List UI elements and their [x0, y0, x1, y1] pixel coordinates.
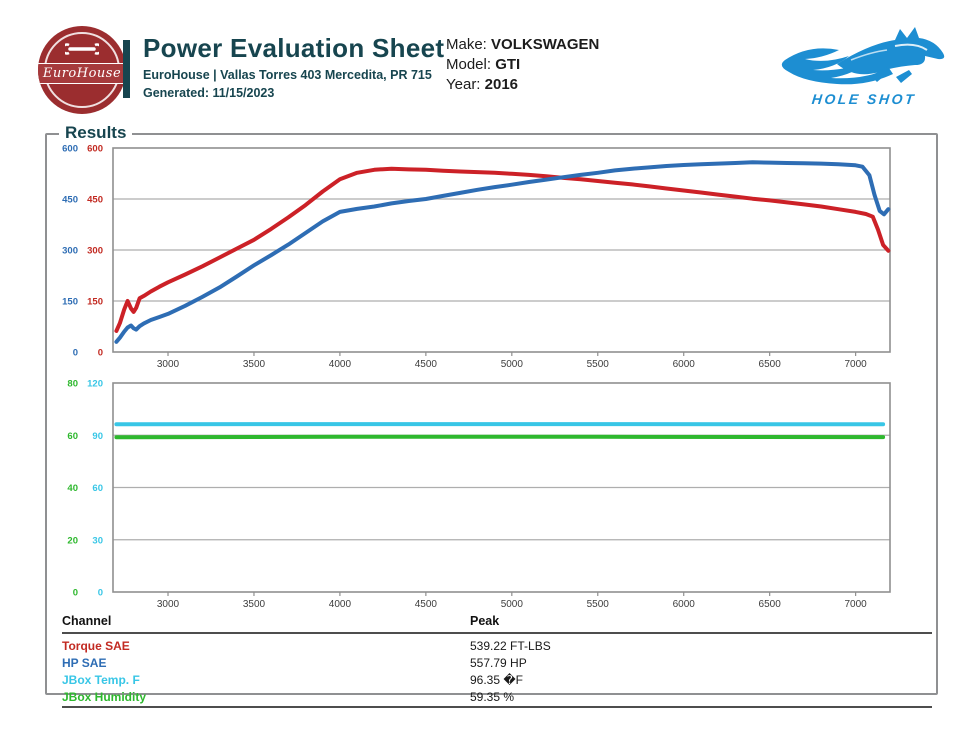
svg-text:4000: 4000: [329, 359, 352, 370]
svg-text:7000: 7000: [844, 599, 867, 610]
svg-text:5500: 5500: [587, 599, 610, 610]
peak-table-header: Channel Peak: [62, 612, 932, 634]
environment-chart: 3000 3500 4000 4500 5000 5500 6000 6500 7000 0 20 4…: [67, 379, 891, 610]
svg-text:7000: 7000: [844, 359, 867, 370]
svg-text:5000: 5000: [501, 359, 524, 370]
eurohouse-logo: EuroHouse: [38, 26, 126, 114]
svg-text:60: 60: [92, 483, 103, 494]
holeshot-logo: HOLE SHOT: [775, 26, 953, 114]
dyno-chart: 3000 3500 4000 4500 5000 5500 6000 6500 70000150…: [62, 144, 891, 370]
svg-text:120: 120: [87, 379, 103, 390]
svg-text:4000: 4000: [329, 599, 352, 610]
peak-header: Peak: [470, 614, 500, 628]
shop-address: EuroHouse | Vallas Torres 403 Mercedita,…: [143, 68, 432, 82]
vehicle-info: Make: VOLKSWAGEN Model: GTI Year: 2016: [446, 36, 599, 96]
title-accent-bar: [123, 40, 130, 98]
generated-date: Generated: 11/15/2023: [143, 86, 275, 100]
svg-text:30: 30: [92, 535, 103, 546]
svg-text:4500: 4500: [415, 359, 438, 370]
table-row-hp: HP SAE 557.79 HP: [62, 656, 527, 670]
svg-text:20: 20: [67, 535, 78, 546]
holeshot-wordmark: HOLE SHOT: [811, 91, 917, 107]
vehicle-year: Year: 2016: [446, 76, 519, 93]
svg-text:6500: 6500: [759, 599, 782, 610]
svg-text:3000: 3000: [157, 359, 180, 370]
svg-text:80: 80: [67, 379, 78, 390]
table-row-humidity: JBox Humidity 59.35 %: [62, 690, 515, 704]
svg-text:450: 450: [62, 195, 78, 206]
svg-text:0: 0: [73, 588, 78, 599]
title-block: Power Evaluation Sheet EuroHouse | Valla…: [143, 33, 444, 100]
svg-text:150: 150: [62, 297, 78, 308]
svg-text:0: 0: [98, 348, 103, 359]
logo-banner: EuroHouse: [38, 63, 126, 84]
svg-text:60: 60: [67, 431, 78, 442]
svg-text:0: 0: [98, 588, 103, 599]
peak-table-body: Torque SAE 539.22 FT-LBS HP SAE 557.79 H…: [62, 634, 932, 708]
svg-text:6500: 6500: [759, 359, 782, 370]
table-row-temp: JBox Temp. F 96.35 �F: [62, 673, 523, 687]
svg-text:5000: 5000: [501, 599, 524, 610]
svg-text:4500: 4500: [415, 599, 438, 610]
results-panel: Results 3000 3500 4000 4500 5000 5500 6000 6500…: [45, 123, 938, 708]
svg-text:6000: 6000: [673, 359, 696, 370]
svg-text:90: 90: [92, 431, 103, 442]
svg-text:600: 600: [62, 144, 78, 155]
table-row-torque: Torque SAE 539.22 FT-LBS: [62, 639, 551, 653]
svg-text:300: 300: [62, 246, 78, 257]
svg-text:40: 40: [67, 483, 78, 494]
logo-circle: EuroHouse: [38, 26, 126, 114]
channel-header: Channel: [62, 614, 112, 628]
svg-text:3500: 3500: [243, 359, 266, 370]
vehicle-model: Model: GTI: [446, 56, 521, 73]
results-legend: Results: [59, 123, 133, 143]
svg-text:3000: 3000: [157, 599, 180, 610]
page-title: Power Evaluation Sheet: [143, 33, 445, 63]
svg-text:3500: 3500: [243, 599, 266, 610]
svg-text:6000: 6000: [673, 599, 696, 610]
svg-text:150: 150: [87, 297, 103, 308]
vehicle-make: Make: VOLKSWAGEN: [446, 36, 600, 53]
logo-brand-text: EuroHouse: [42, 66, 122, 81]
wrench-icon: [65, 43, 99, 55]
peak-table: Channel Peak Torque SAE 539.22 FT-LBS HP…: [62, 612, 932, 708]
svg-text:5500: 5500: [587, 359, 610, 370]
horse-flame-icon: [781, 27, 945, 85]
svg-text:600: 600: [87, 144, 103, 155]
svg-text:300: 300: [87, 246, 103, 257]
svg-text:450: 450: [87, 195, 103, 206]
svg-text:0: 0: [73, 348, 78, 359]
